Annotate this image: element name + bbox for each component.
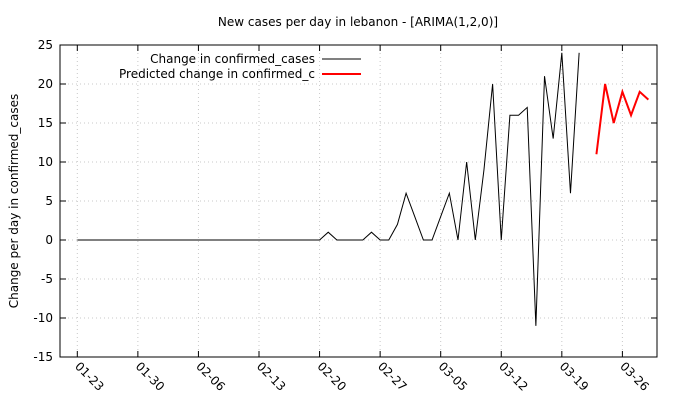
y-axis-label: Change per day in confirmed_cases (7, 94, 21, 309)
y-tick-label: 25 (38, 38, 53, 52)
grid-lines (60, 45, 657, 357)
y-tick-label: -15 (33, 350, 53, 364)
series-line-predicted (595, 83, 650, 155)
y-tick-label: 20 (38, 77, 53, 91)
y-tick-label: 0 (45, 233, 53, 247)
legend-label-predicted: Predicted change in confirmed_c (119, 67, 315, 81)
x-tick-label: 03-19 (557, 359, 592, 394)
y-tick-label: 10 (38, 155, 53, 169)
x-tick-label: 02-27 (375, 359, 410, 394)
y-tick-label: 5 (45, 194, 53, 208)
x-tick-label: 02-20 (314, 359, 349, 394)
x-tick-label: 01-23 (72, 359, 107, 394)
y-tick-label: -10 (33, 311, 53, 325)
x-tick-label: 02-13 (254, 359, 289, 394)
x-tick-label: 03-05 (436, 359, 471, 394)
legend-label-cases: Change in confirmed_cases (150, 52, 315, 66)
series-line-confirmed-cases (77, 52, 580, 326)
x-tick-label: 03-26 (617, 359, 652, 394)
x-tick-label: 01-30 (133, 359, 168, 394)
legend: Change in confirmed_cases Predicted chan… (119, 52, 361, 81)
y-tick-label: 15 (38, 116, 53, 130)
series-group (77, 52, 650, 326)
plot-frame (59, 44, 658, 358)
y-tick-label: -5 (41, 272, 53, 286)
chart-title: New cases per day in lebanon - [ARIMA(1,… (218, 15, 498, 29)
y-axis: -15 -10 -5 0 5 10 15 20 25 (33, 38, 657, 364)
x-tick-label: 02-06 (193, 359, 228, 394)
x-tick-label: 03-12 (496, 359, 531, 394)
